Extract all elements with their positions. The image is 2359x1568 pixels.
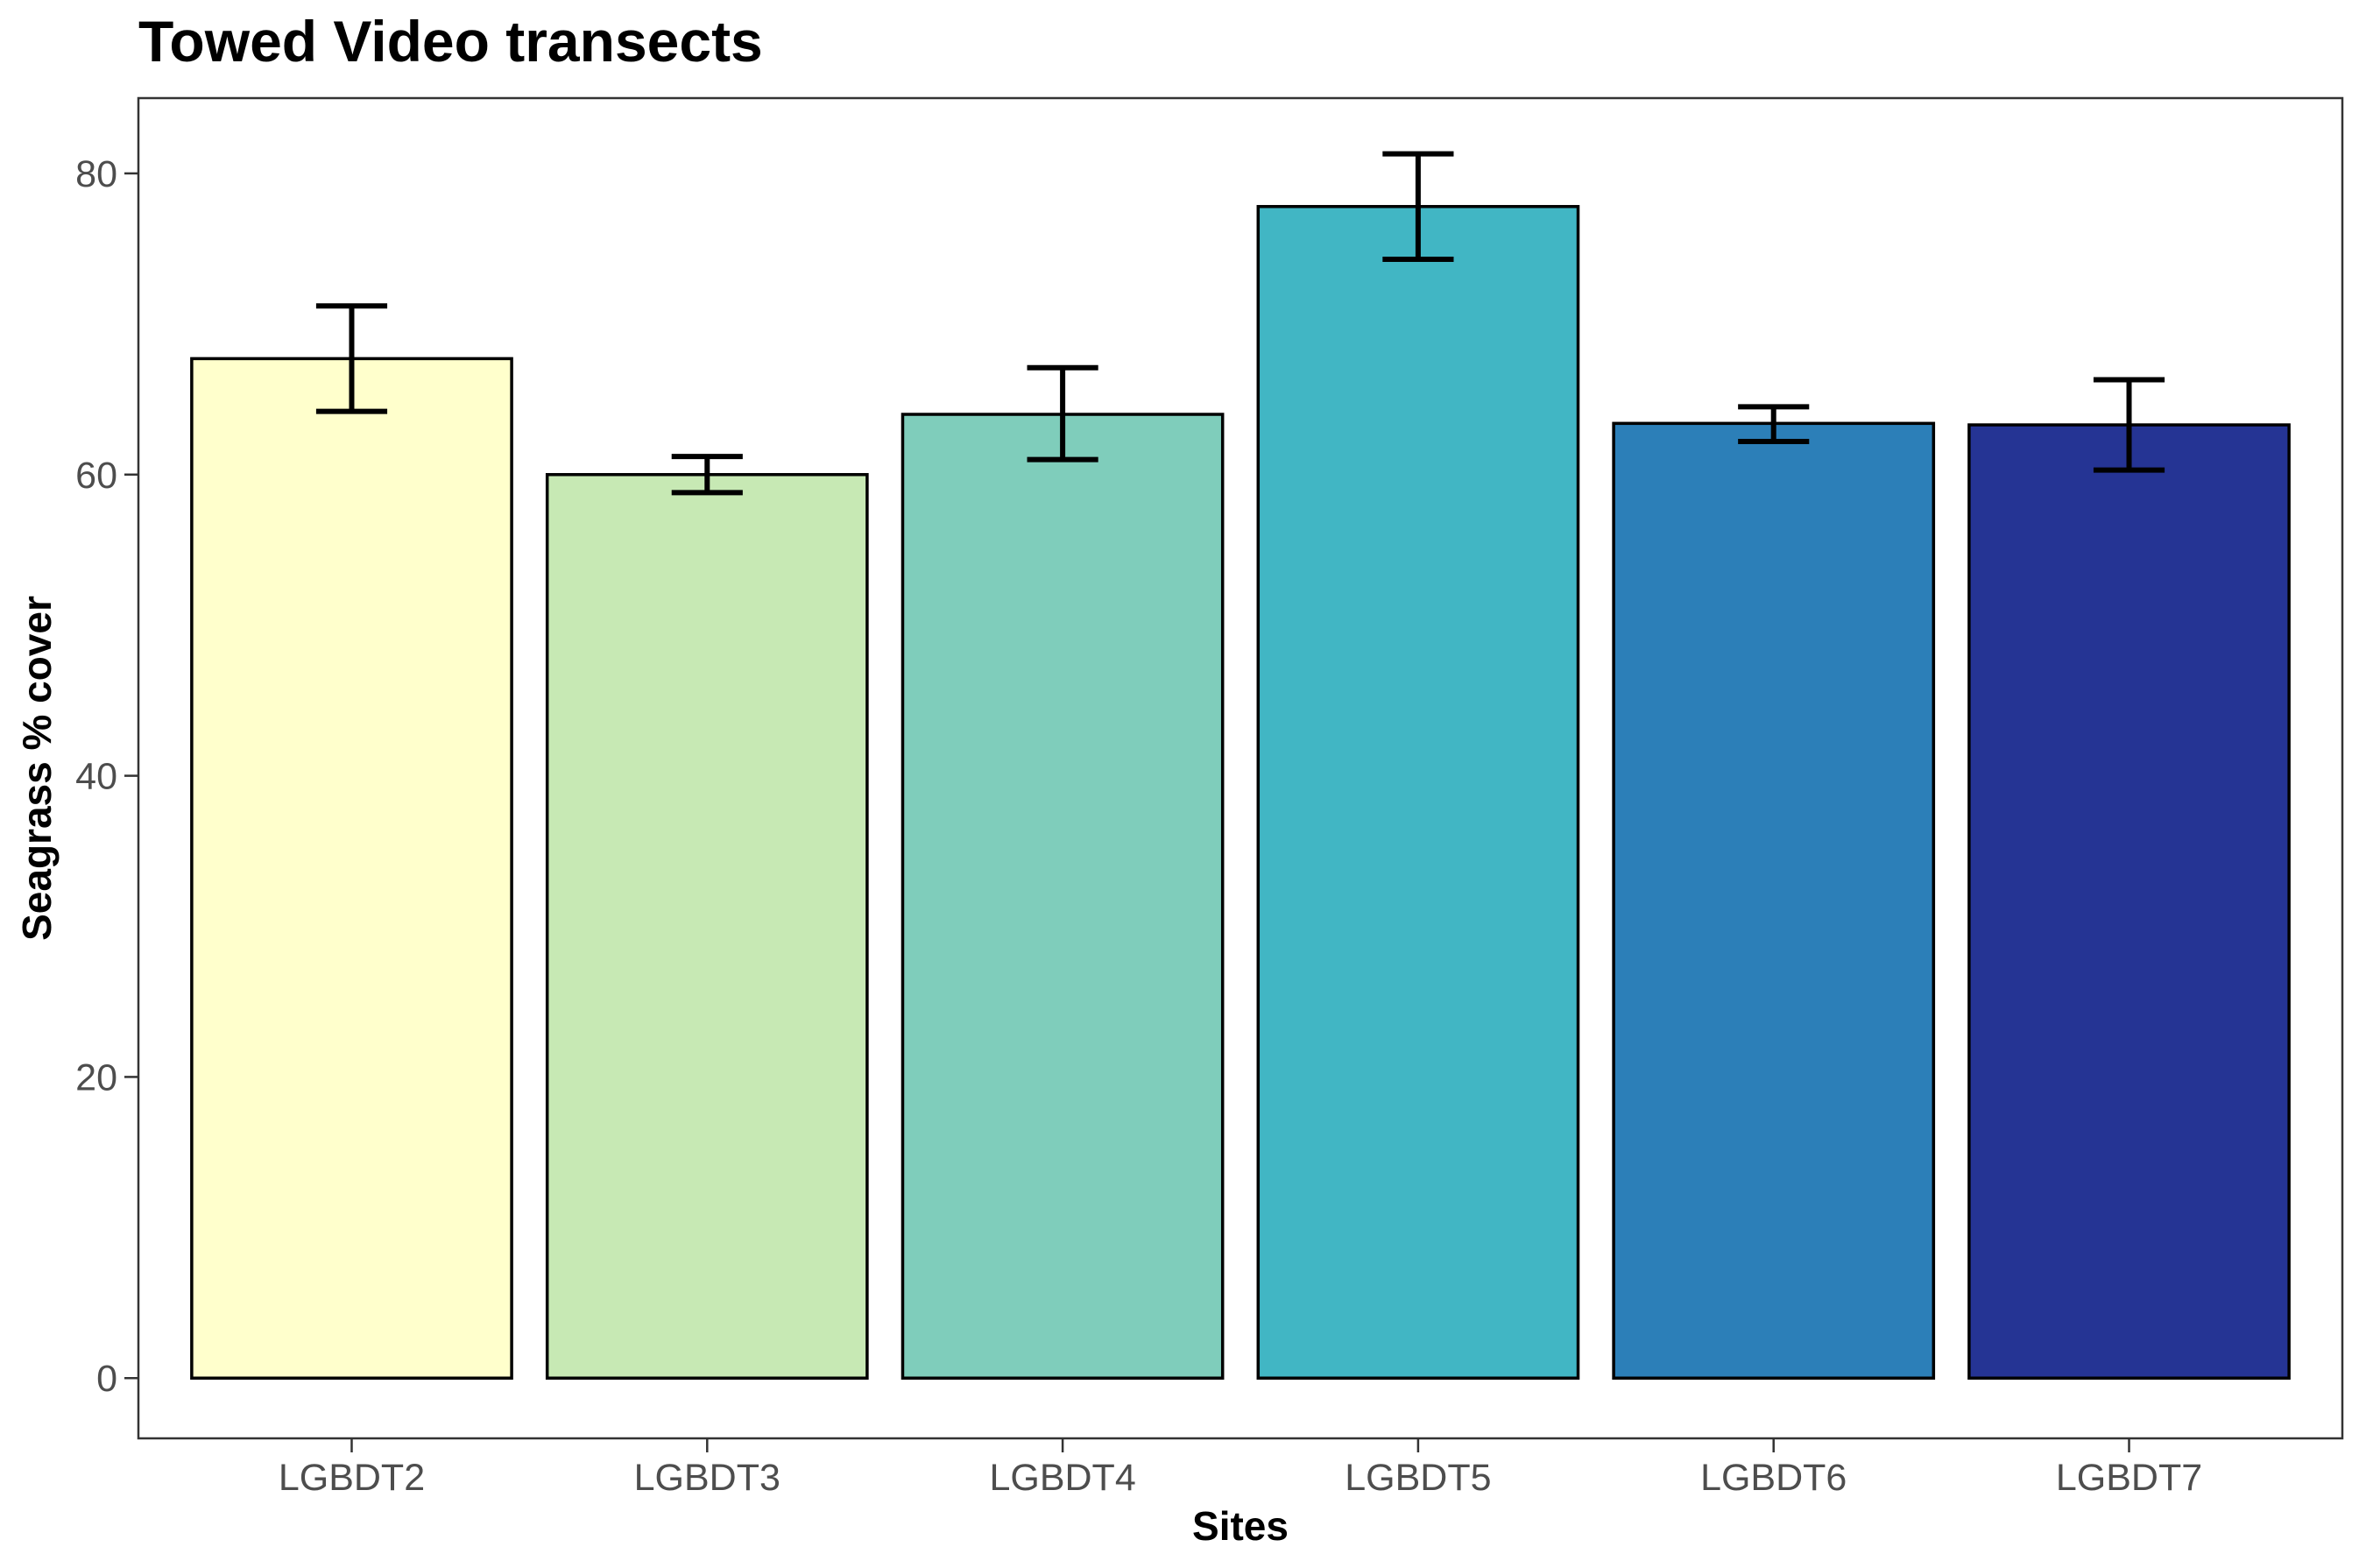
chart-title: Towed Video transects <box>138 9 763 74</box>
x-tick-label: LGBDT7 <box>2056 1457 2202 1499</box>
x-tick-label: LGBDT3 <box>634 1457 780 1499</box>
y-axis: 0 20 40 60 80 <box>75 153 138 1400</box>
y-axis-title: Seagrass % cover <box>14 596 60 941</box>
error-bar-lgbdt6 <box>1738 404 1810 444</box>
bar-lgbdt7 <box>1967 423 2291 1380</box>
bar-lgbdt5 <box>1256 205 1580 1380</box>
error-bar-lgbdt5 <box>1382 151 1454 262</box>
x-tick-label: LGBDT4 <box>989 1457 1135 1499</box>
x-tick-label: LGBDT5 <box>1345 1457 1491 1499</box>
error-bar-lgbdt3 <box>671 454 743 496</box>
x-tick-label: LGBDT2 <box>279 1457 425 1499</box>
y-tick-label: 20 <box>75 1056 117 1098</box>
x-axis: LGBDT2 LGBDT3 LGBDT4 LGBDT5 LGBDT6 LGBDT7 <box>279 1438 2202 1499</box>
error-bars-layer <box>315 151 2165 496</box>
y-tick-label: 80 <box>75 153 117 195</box>
y-tick-label: 60 <box>75 455 117 497</box>
x-axis-title: Sites <box>1192 1503 1289 1549</box>
bar-lgbdt4 <box>901 413 1225 1380</box>
bar-lgbdt2 <box>190 357 513 1380</box>
error-bar-lgbdt7 <box>2093 377 2165 473</box>
x-tick-label: LGBDT6 <box>1700 1457 1847 1499</box>
bar-lgbdt6 <box>1612 421 1936 1380</box>
bar-lgbdt3 <box>545 473 869 1380</box>
error-bar-lgbdt2 <box>315 303 388 414</box>
bars-layer <box>190 205 2291 1380</box>
error-bar-lgbdt4 <box>1027 364 1098 463</box>
y-tick-label: 40 <box>75 756 117 798</box>
y-tick-label: 0 <box>96 1358 117 1400</box>
